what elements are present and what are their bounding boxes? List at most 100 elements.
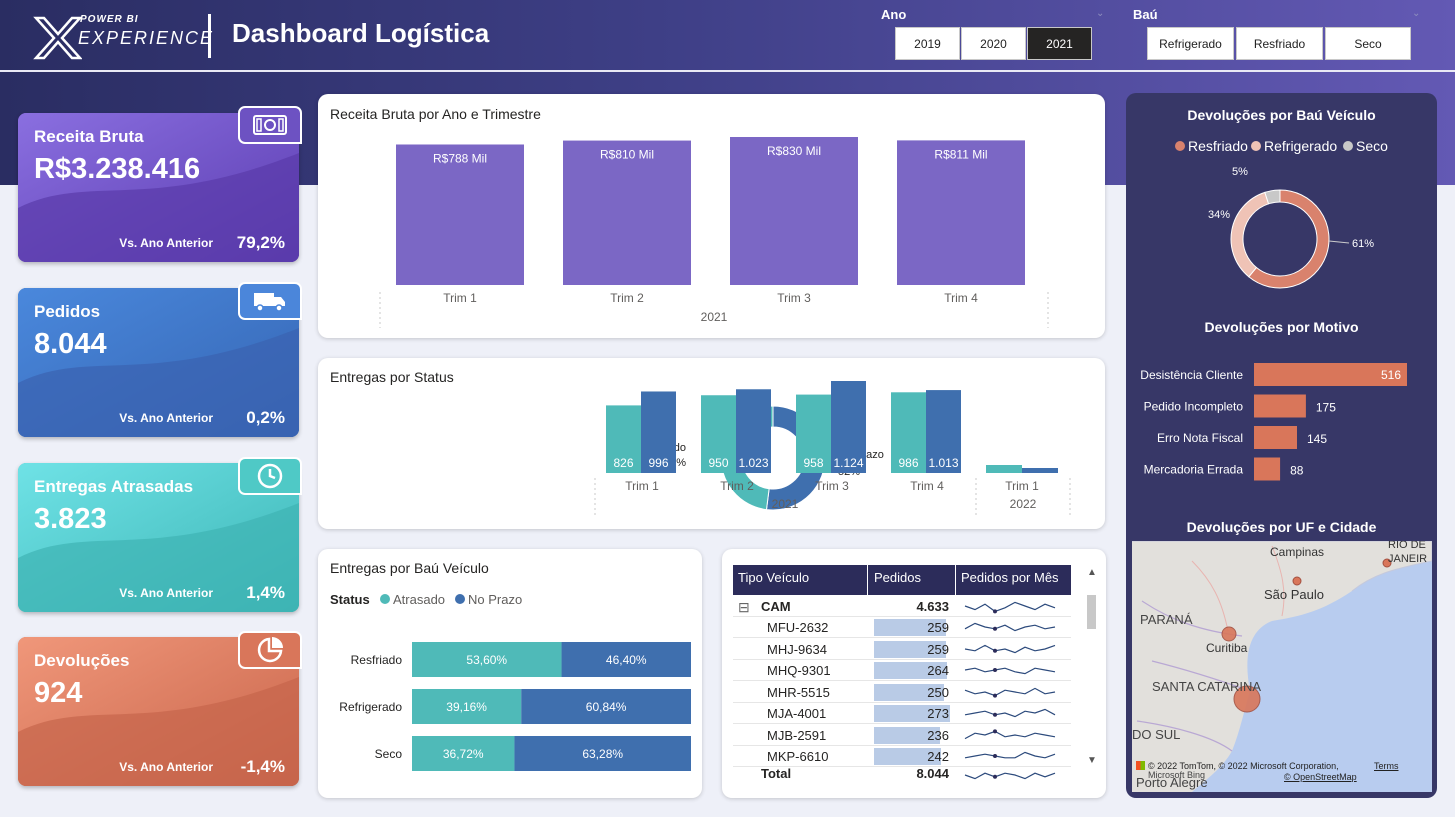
motivo-category-label: Pedido Incompleto bbox=[1144, 400, 1244, 414]
status-x-tick: Trim 4 bbox=[910, 479, 944, 493]
legend-label[interactable]: Seco bbox=[1356, 138, 1388, 154]
table-row[interactable]: MHR-5515 250 bbox=[733, 682, 1071, 703]
motivo-bar[interactable] bbox=[1254, 394, 1306, 418]
sparkline-point bbox=[993, 609, 997, 614]
kpi-comparison-label: Vs. Ano Anterior bbox=[119, 236, 213, 250]
bau-bar-atrasado[interactable] bbox=[412, 642, 562, 677]
status-bar[interactable] bbox=[926, 390, 961, 473]
ano-dropdown-chevron-icon[interactable]: ⌄ bbox=[1096, 8, 1105, 19]
legend-label[interactable]: Resfriado bbox=[1188, 138, 1248, 154]
header-pedidos[interactable]: Pedidos bbox=[874, 570, 921, 585]
table-row[interactable]: MHJ-9634 259 bbox=[733, 639, 1071, 660]
devolucoes-motivo-chart: Desistência Cliente 516 Pedido Incompleto 1… bbox=[1140, 363, 1407, 481]
table-row[interactable]: MJA-4001 273 bbox=[733, 703, 1071, 724]
table-row[interactable]: MJB-2591 236 bbox=[733, 725, 1071, 746]
legend-marker bbox=[1175, 141, 1185, 151]
legend-no-prazo[interactable]: No Prazo bbox=[468, 592, 522, 607]
motivo-bar[interactable] bbox=[1254, 363, 1407, 386]
motivo-bar[interactable] bbox=[1254, 426, 1297, 449]
bau-dropdown-chevron-icon[interactable]: ⌄ bbox=[1412, 8, 1421, 19]
status-bar[interactable] bbox=[701, 395, 736, 473]
table-row[interactable]: MHQ-9301 264 bbox=[733, 660, 1071, 681]
legend-atrasado[interactable]: Atrasado bbox=[393, 592, 445, 607]
bau-bar-label: 39,16% bbox=[446, 700, 487, 714]
status-bar[interactable] bbox=[606, 405, 641, 473]
receita-chart-card: Receita Bruta por Ano e Trimestre R$788 … bbox=[318, 94, 1105, 338]
status-x-tick: Trim 1 bbox=[1005, 479, 1039, 493]
map-osm-link[interactable]: © OpenStreetMap bbox=[1284, 772, 1357, 782]
receita-bar[interactable] bbox=[730, 137, 858, 285]
map-terms-link[interactable]: Terms bbox=[1374, 761, 1399, 771]
status-bar-label: 1.023 bbox=[738, 456, 768, 470]
ano-option-2019[interactable]: 2019 bbox=[895, 27, 960, 60]
bau-category-label: Seco bbox=[375, 747, 403, 761]
row-value: 264 bbox=[927, 663, 949, 678]
mapa-devolucoes[interactable]: Campinas RIO DE JANEIR São Paulo PARANÁ … bbox=[1132, 541, 1432, 792]
legend-label[interactable]: Refrigerado bbox=[1264, 138, 1337, 154]
collapse-icon[interactable]: ⊟ bbox=[738, 599, 750, 615]
bau-bar-no-prazo[interactable] bbox=[521, 689, 691, 724]
ano-option-2021[interactable]: 2021 bbox=[1027, 27, 1092, 60]
bau-bar-no-prazo[interactable] bbox=[561, 642, 691, 677]
logo-text-bottom: EXPERIENCE bbox=[78, 28, 215, 48]
sparkline bbox=[964, 730, 1056, 740]
bau-bar-atrasado[interactable] bbox=[412, 689, 522, 724]
receita-bar[interactable] bbox=[897, 140, 1025, 285]
receita-bar[interactable] bbox=[563, 140, 691, 285]
kpi-comparison-value: 79,2% bbox=[236, 233, 285, 252]
map-label-parana: PARANÁ bbox=[1140, 612, 1193, 627]
bau-category-label: Refrigerado bbox=[339, 700, 402, 714]
status-bar[interactable] bbox=[986, 465, 1022, 473]
status-x-tick: Trim 3 bbox=[815, 479, 849, 493]
receita-bar[interactable] bbox=[396, 144, 524, 285]
scroll-thumb[interactable] bbox=[1087, 595, 1096, 629]
kpi-comparison-label: Vs. Ano Anterior bbox=[119, 586, 213, 600]
table-group-row[interactable]: ⊟ CAM 4.633 bbox=[733, 596, 1071, 617]
table-row[interactable]: MFU-2632 259 bbox=[733, 617, 1071, 638]
status-bar[interactable] bbox=[796, 394, 831, 473]
logo-text-top: POWER BI bbox=[80, 14, 139, 25]
devolucoes-bau-slice[interactable] bbox=[1248, 189, 1330, 289]
kpi-title: Devoluções bbox=[34, 651, 130, 670]
map-label-santa-catarina: SANTA CATARINA bbox=[1152, 679, 1262, 694]
sparkline bbox=[964, 667, 1056, 675]
devolucoes-bau-slice[interactable] bbox=[1264, 189, 1281, 205]
receita-bar-label: R$811 Mil bbox=[934, 147, 987, 161]
row-value: 242 bbox=[927, 749, 949, 764]
group-label: CAM bbox=[761, 599, 791, 614]
sparkline-point bbox=[993, 754, 997, 758]
status-bar[interactable] bbox=[831, 381, 866, 473]
bau-option-resfriado[interactable]: Resfriado bbox=[1236, 27, 1323, 60]
bau-bar-no-prazo[interactable] bbox=[514, 736, 691, 771]
bau-option-seco[interactable]: Seco bbox=[1325, 27, 1411, 60]
devolucoes-motivo-title: Devoluções por Motivo bbox=[1204, 319, 1359, 335]
status-bar-label: 950 bbox=[708, 456, 728, 470]
ano-option-2020[interactable]: 2020 bbox=[961, 27, 1026, 60]
map-land bbox=[1132, 541, 1432, 792]
bau-option-refrigerado[interactable]: Refrigerado bbox=[1147, 27, 1234, 60]
scroll-up-icon[interactable]: ▲ bbox=[1087, 567, 1097, 578]
page-title: Dashboard Logística bbox=[232, 18, 490, 48]
status-bar-label: 1.124 bbox=[833, 456, 863, 470]
kpi-title: Entregas Atrasadas bbox=[34, 477, 194, 496]
bau-bar-atrasado[interactable] bbox=[412, 736, 515, 771]
header-tipo-veiculo[interactable]: Tipo Veículo bbox=[738, 570, 810, 585]
header-pedidos-por-mes[interactable]: Pedidos por Mês bbox=[961, 570, 1059, 585]
table-row[interactable]: MKP-6610 242 bbox=[733, 746, 1071, 767]
map-attribution: © 2022 TomTom, © 2022 Microsoft Corporat… bbox=[1148, 761, 1339, 771]
devolucoes-bau-slice[interactable] bbox=[1230, 191, 1270, 278]
scroll-down-icon[interactable]: ▼ bbox=[1087, 755, 1097, 766]
row-value: 250 bbox=[927, 684, 949, 700]
data-bar bbox=[874, 705, 950, 722]
receita-bar-label: R$810 Mil bbox=[600, 148, 654, 162]
slice-pct-resfriado: 61% bbox=[1352, 238, 1374, 250]
motivo-bar[interactable] bbox=[1254, 457, 1281, 481]
sparkline-point bbox=[993, 668, 997, 672]
status-bar[interactable] bbox=[1022, 468, 1058, 473]
status-bar[interactable] bbox=[641, 391, 676, 473]
status-bar[interactable] bbox=[891, 392, 926, 473]
status-bar[interactable] bbox=[736, 389, 771, 473]
table-scrollbar[interactable]: ▲ ▼ bbox=[1085, 567, 1099, 773]
kpi-comparison-value: 0,2% bbox=[246, 408, 285, 427]
